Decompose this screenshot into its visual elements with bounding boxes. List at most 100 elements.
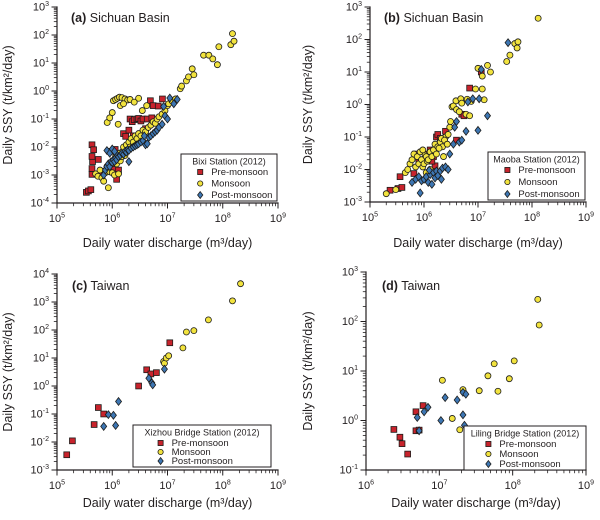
series-monsoon [438,295,543,434]
data-point-marker [104,184,112,192]
x-axis-title: Daily water discharge (m³/day) [83,496,253,510]
legend-title: Xizhou Bridge Station (2012) [144,428,259,438]
legend-item-label: Post-monsoon [499,459,560,470]
data-point-marker [475,387,483,395]
data-point-marker [143,366,150,374]
data-point-marker [435,144,443,152]
tick-label: 103 [33,296,49,309]
data-point-marker [504,38,512,48]
data-point-marker [448,415,456,422]
data-point-marker [510,357,518,365]
data-point-marker [474,125,482,135]
data-point-marker [466,84,473,92]
tick-label: 106 [416,211,432,224]
data-point-marker [88,165,96,172]
data-point-marker [149,380,157,390]
data-point-marker [485,441,492,447]
data-point-marker [90,421,98,428]
data-point-marker [112,420,120,431]
data-point-marker [160,101,168,112]
y-axis-title: Daily SSY (t/km²/day) [1,45,15,164]
legend-item-label: Monsoon [518,177,557,188]
data-point-marker [159,95,166,103]
series-post-monsoon [413,387,470,436]
tick-label: 107 [159,479,175,492]
panel-c-scatter-chart: 105 106 107 108 109 10-3 10-2 10-1 100 101 102 103 1… [1,268,286,510]
data-point-marker [440,153,447,160]
data-point-marker [480,96,488,104]
data-point-marker [165,352,173,360]
data-point-marker [466,112,474,120]
data-point-marker [441,393,449,403]
data-point-marker [213,61,221,69]
data-point-marker [455,108,463,116]
tick-label: 105 [49,212,65,225]
data-point-marker [484,61,491,69]
data-point-marker [456,426,464,434]
tick-label: 100 [346,98,362,111]
tick-label: 108 [524,211,540,224]
tick-label: 10-1 [343,131,362,144]
data-point-marker [237,280,244,288]
y-axis-title: Daily SSY (t/km²/day) [301,45,315,164]
y-axis-title: Daily SSY (t/km²/day) [301,311,315,430]
tick-label: 10-2 [343,163,362,176]
legend-item-label: Post-monsoon [518,189,579,200]
data-point-marker [487,68,494,76]
legend-item-label: Pre-monsoon [499,439,556,450]
series-pre-monsoon [63,339,174,459]
tick-label: 100 [33,85,49,98]
data-point-marker [449,139,457,149]
data-point-marker [459,410,467,420]
data-point-marker [415,426,423,436]
panel-b-scatter-chart: 105 106 107 108 109 10-3 10-2 10-1 100 101 102 103 D… [301,1,594,250]
data-point-marker [513,44,521,52]
data-point-marker [138,107,146,114]
data-point-marker [396,433,404,441]
tick-label: 102 [33,29,49,42]
data-point-marker [103,145,111,156]
data-point-marker [140,131,148,141]
data-point-marker [63,451,71,459]
data-point-marker [419,146,427,154]
data-point-marker [69,437,76,445]
data-point-marker [458,135,466,145]
data-point-marker [109,410,117,420]
tick-label: 108 [215,212,231,225]
data-point-marker [158,119,166,129]
legend-title: Bixi Station (2012) [192,157,266,167]
data-point-marker [514,38,522,46]
tick-label: 107 [470,211,486,224]
tick-labels: 105 106 107 108 109 10-3 10-2 10-1 100 101 102 103 1… [30,268,286,492]
legend: Maoba Station (2012)Pre-monsoonMonsoonPo… [487,151,586,201]
data-point-marker [453,116,461,127]
data-point-marker [160,364,168,374]
data-point-marker [215,43,223,51]
data-point-marker [438,376,446,384]
data-point-marker [166,93,174,103]
tick-label: 10-2 [30,141,49,154]
legend-item-label: Post-monsoon [211,190,272,201]
data-point-marker [464,97,472,107]
x-axis-title: Daily water discharge (m³/day) [393,236,563,250]
tick-label: 10-3 [343,196,362,209]
tick-label: 102 [33,324,49,337]
tick-label: 104 [33,268,49,281]
data-point-marker [484,372,492,380]
tick-label: 10-1 [339,464,358,477]
data-point-marker [229,297,236,305]
data-point-marker [100,421,108,431]
series-post-monsoon [100,364,168,431]
data-point-marker [115,170,122,178]
data-point-marker [120,100,127,108]
data-point-marker [506,51,514,59]
data-point-marker [535,321,543,329]
data-point-marker [447,118,454,125]
data-point-marker [458,99,466,107]
tick-label: 10-4 [30,197,49,210]
data-point-marker [197,190,204,200]
data-point-marker [143,139,151,149]
data-point-marker [390,426,398,433]
data-point-marker [122,133,129,140]
